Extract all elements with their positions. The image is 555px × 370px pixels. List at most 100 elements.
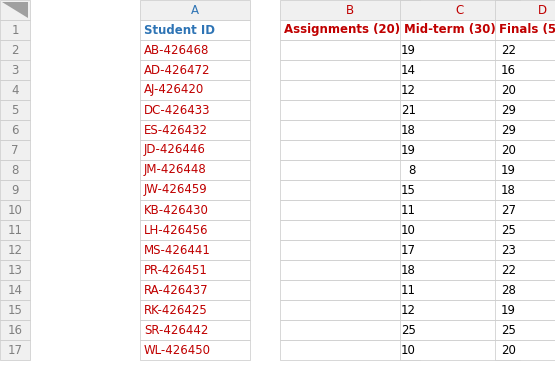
Text: C: C: [456, 3, 464, 17]
Bar: [140, 300, 250, 320]
Bar: [495, 80, 555, 100]
Text: 10: 10: [401, 223, 416, 236]
Bar: [0, 260, 30, 280]
Text: 10: 10: [8, 204, 22, 216]
Text: 20: 20: [501, 343, 516, 357]
Text: 21: 21: [401, 104, 416, 117]
Bar: [140, 160, 250, 180]
Bar: [140, 340, 250, 360]
Text: PR-426451: PR-426451: [144, 263, 208, 276]
Bar: [280, 20, 420, 40]
Bar: [400, 40, 520, 60]
Bar: [0, 340, 30, 360]
Text: Finals (50): Finals (50): [499, 24, 555, 37]
Bar: [400, 180, 520, 200]
Bar: [400, 60, 520, 80]
Text: 2: 2: [11, 44, 19, 57]
Bar: [140, 180, 250, 200]
Text: 19: 19: [501, 164, 516, 176]
Text: 29: 29: [501, 104, 516, 117]
Bar: [400, 240, 520, 260]
Bar: [140, 200, 250, 220]
Polygon shape: [2, 2, 28, 18]
Text: RK-426425: RK-426425: [144, 303, 208, 316]
Text: 11: 11: [8, 223, 23, 236]
Bar: [280, 120, 420, 140]
Text: 3: 3: [11, 64, 19, 77]
Bar: [495, 20, 555, 40]
Bar: [400, 200, 520, 220]
Text: AJ-426420: AJ-426420: [144, 84, 204, 97]
Bar: [140, 240, 250, 260]
Bar: [400, 320, 520, 340]
Text: 10: 10: [401, 343, 416, 357]
Text: 8: 8: [11, 164, 19, 176]
Text: 14: 14: [401, 64, 416, 77]
Text: 12: 12: [401, 303, 416, 316]
Text: 28: 28: [501, 283, 516, 296]
Bar: [495, 300, 555, 320]
Bar: [140, 320, 250, 340]
Text: 18: 18: [401, 124, 416, 137]
Bar: [140, 120, 250, 140]
Text: DC-426433: DC-426433: [144, 104, 210, 117]
Bar: [280, 160, 420, 180]
Bar: [495, 0, 555, 20]
Bar: [495, 320, 555, 340]
Bar: [280, 80, 420, 100]
Text: SR-426442: SR-426442: [144, 323, 208, 336]
Bar: [0, 180, 30, 200]
Text: 19: 19: [401, 144, 416, 157]
Bar: [400, 100, 520, 120]
Bar: [0, 80, 30, 100]
Bar: [280, 60, 420, 80]
Text: AB-426468: AB-426468: [144, 44, 209, 57]
Bar: [0, 60, 30, 80]
Text: MS-426441: MS-426441: [144, 243, 211, 256]
Bar: [495, 40, 555, 60]
Bar: [280, 0, 420, 20]
Bar: [0, 40, 30, 60]
Bar: [140, 80, 250, 100]
Text: 6: 6: [11, 124, 19, 137]
Bar: [140, 280, 250, 300]
Text: 25: 25: [501, 323, 516, 336]
Text: 11: 11: [401, 204, 416, 216]
Bar: [495, 340, 555, 360]
Text: 8: 8: [408, 164, 416, 176]
Bar: [0, 280, 30, 300]
Bar: [400, 120, 520, 140]
Text: RA-426437: RA-426437: [144, 283, 209, 296]
Bar: [495, 140, 555, 160]
Text: 12: 12: [401, 84, 416, 97]
Bar: [400, 0, 520, 20]
Bar: [495, 260, 555, 280]
Bar: [400, 280, 520, 300]
Bar: [280, 280, 420, 300]
Bar: [140, 60, 250, 80]
Text: 22: 22: [501, 44, 516, 57]
Bar: [280, 340, 420, 360]
Text: 17: 17: [401, 243, 416, 256]
Bar: [495, 160, 555, 180]
Text: 15: 15: [8, 303, 22, 316]
Text: 17: 17: [8, 343, 23, 357]
Bar: [280, 200, 420, 220]
Text: 25: 25: [501, 223, 516, 236]
Bar: [140, 20, 250, 40]
Bar: [495, 240, 555, 260]
Bar: [400, 80, 520, 100]
Bar: [280, 180, 420, 200]
Bar: [280, 140, 420, 160]
Bar: [495, 280, 555, 300]
Text: JM-426448: JM-426448: [144, 164, 207, 176]
Bar: [0, 140, 30, 160]
Text: B: B: [346, 3, 354, 17]
Bar: [140, 100, 250, 120]
Bar: [495, 200, 555, 220]
Text: Student ID: Student ID: [144, 24, 215, 37]
Text: 12: 12: [8, 243, 23, 256]
Text: ES-426432: ES-426432: [144, 124, 208, 137]
Text: D: D: [538, 3, 547, 17]
Bar: [495, 60, 555, 80]
